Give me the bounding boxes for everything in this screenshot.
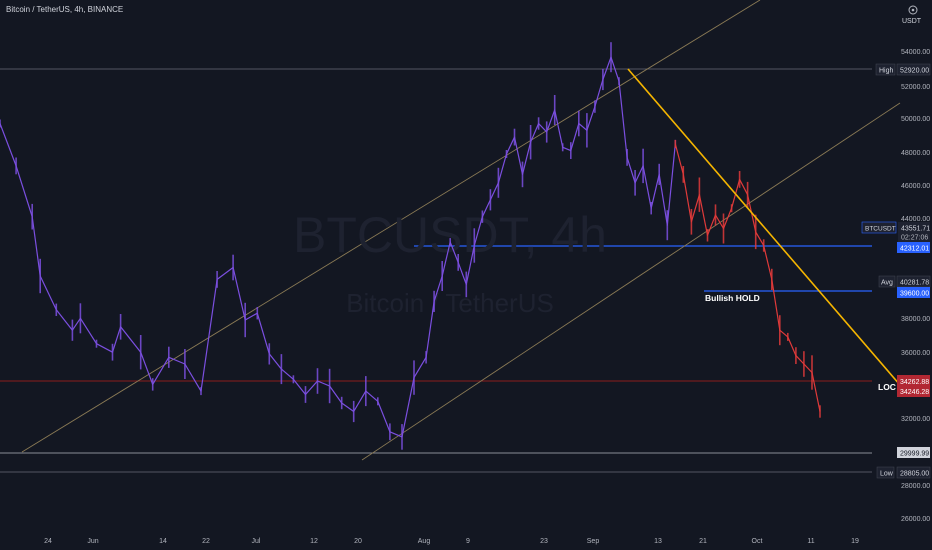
- support-upper-value: 42312.01: [900, 246, 929, 253]
- y-axis: USDT 54000.00 52000.00 50000.00 48000.00…: [901, 18, 930, 523]
- symbol-header[interactable]: Bitcoin / TetherUS, 4h, BINANCE: [6, 5, 124, 14]
- x-tick: 23: [540, 538, 548, 545]
- x-tick: 24: [44, 538, 52, 545]
- y-tick: 38000.00: [901, 316, 930, 323]
- y-tick: 46000.00: [901, 183, 930, 190]
- loc-value-2: 34246.28: [900, 389, 929, 396]
- watermark-ticker: BTCUSDT, 4h: [293, 207, 607, 263]
- y-tick: 44000.00: [901, 216, 930, 223]
- btcusdt-tag: [861, 221, 897, 234]
- bullish-hold-label: Bullish HOLD: [705, 293, 760, 303]
- y-tick: 28000.00: [901, 483, 930, 490]
- x-tick: 9: [466, 538, 470, 545]
- avg-tag: [878, 275, 896, 288]
- support-upper-tag: [897, 242, 930, 253]
- low-value-tag: [896, 466, 931, 479]
- x-tick: Jul: [252, 538, 261, 545]
- currency-label: USDT: [902, 18, 922, 25]
- x-tick: Oct: [752, 538, 763, 545]
- price-series: [0, 42, 821, 450]
- price-tags[interactable]: High 52920.00 BTCUSDT 43551.71 02:27:06 …: [861, 63, 931, 479]
- x-tick: 14: [159, 538, 167, 545]
- low-tag-label: Low: [880, 471, 894, 478]
- price-axis-panel[interactable]: [872, 0, 932, 530]
- x-tick: 21: [699, 538, 707, 545]
- x-tick: Jun: [87, 538, 98, 545]
- x-tick: 19: [851, 538, 859, 545]
- low-tag: [876, 466, 895, 479]
- x-tick: 11: [807, 538, 814, 545]
- watermark-name: Bitcoin / TetherUS: [346, 288, 554, 318]
- y-tick: 48000.00: [901, 150, 930, 157]
- high-value: 52920.00: [900, 68, 929, 75]
- x-tick: 12: [310, 538, 318, 545]
- gray-level-tag: [897, 447, 930, 458]
- x-tick: 13: [654, 538, 662, 545]
- y-tick: 32000.00: [901, 416, 930, 423]
- descending-trendline[interactable]: [627, 68, 901, 386]
- support-lower-value: 39600.00: [900, 291, 929, 298]
- x-tick: 20: [354, 538, 362, 545]
- price-series-line-0: [0, 56, 676, 438]
- y-tick: 26000.00: [901, 516, 930, 523]
- y-tick: 54000.00: [901, 49, 930, 56]
- x-tick: Aug: [418, 538, 431, 545]
- avg-value: 40281.78: [900, 280, 929, 287]
- x-tick: Sep: [587, 538, 600, 545]
- high-value-tag: [896, 63, 931, 76]
- y-tick: 52000.00: [901, 84, 930, 91]
- high-tag-label: High: [879, 68, 894, 75]
- avg-tag-label: Avg: [881, 280, 893, 287]
- loc-tag: [897, 375, 930, 397]
- btcusdt-tag-label: BTCUSDT: [865, 226, 896, 233]
- low-value: 28805.00: [900, 471, 929, 478]
- btcusdt-value: 43551.71: [901, 226, 930, 233]
- btcusdt-countdown: 02:27:06: [901, 235, 928, 242]
- support-lower-tag: [897, 287, 930, 298]
- time-axis-panel[interactable]: [0, 530, 872, 550]
- gray-level-value: 29999.99: [900, 451, 929, 458]
- channel-upper-line[interactable]: [21, 0, 761, 453]
- high-tag: [875, 63, 896, 76]
- loc-value-1: 34262.88: [900, 379, 929, 386]
- y-tick: 36000.00: [901, 350, 930, 357]
- axis-settings-icon[interactable]: [908, 5, 918, 15]
- channel-lower-line[interactable]: [361, 102, 901, 461]
- btcusdt-value-tag: [898, 222, 930, 242]
- y-tick: 50000.00: [901, 116, 930, 123]
- loc-label: LOC: [878, 382, 896, 392]
- x-tick: 22: [202, 538, 210, 545]
- x-axis: 24 Jun 14 22 Jul 12 20 Aug 9 23 Sep 13 2…: [44, 538, 859, 545]
